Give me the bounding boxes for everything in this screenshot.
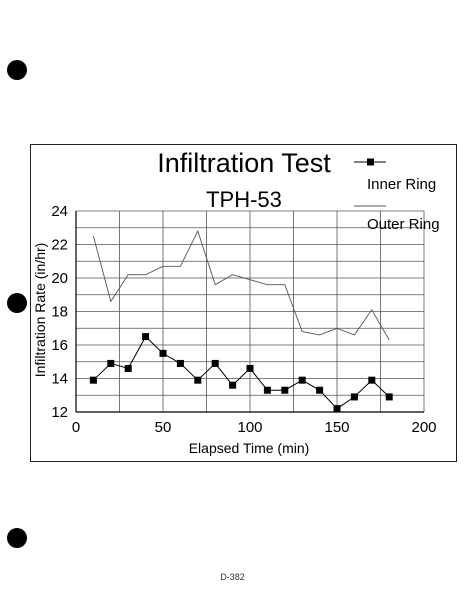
legend-marker-inner-ring <box>367 158 374 166</box>
series-line-inner-ring <box>93 335 390 410</box>
inner-ring-point <box>142 333 150 341</box>
y-tick-label: 14 <box>51 371 68 388</box>
binder-hole-middle <box>7 293 27 313</box>
y-tick-label: 22 <box>51 237 68 254</box>
inner-ring-point <box>385 393 393 401</box>
y-tick-label: 20 <box>51 270 68 287</box>
inner-ring-point <box>211 359 219 367</box>
x-tick-label: 0 <box>72 419 80 436</box>
inner-ring-point <box>298 376 306 384</box>
series <box>89 229 393 413</box>
y-tick-label: 18 <box>51 304 68 321</box>
x-tick-label: 50 <box>155 419 172 436</box>
series-line-outer-ring <box>92 229 390 341</box>
inner-ring-point <box>124 364 132 372</box>
inner-ring-point <box>229 381 237 389</box>
inner-ring-point <box>368 376 376 384</box>
inner-ring-point <box>281 386 289 394</box>
legend-label-outer-ring: Outer Ring <box>367 216 440 233</box>
binder-hole-bottom <box>7 528 27 548</box>
x-tick-label: 200 <box>411 419 436 436</box>
x-tick-label: 150 <box>324 419 349 436</box>
binder-hole-top <box>7 60 27 80</box>
chart-frame: 0 50 100 150 200 12 14 16 18 20 22 24 Inner Ring Out… <box>30 144 457 462</box>
y-tick-label: 12 <box>51 404 68 421</box>
legend: Inner Ring Outer Ring <box>354 158 440 233</box>
axes: 0 50 100 150 200 12 14 16 18 20 22 24 <box>51 203 436 436</box>
legend-label-inner-ring: Inner Ring <box>367 176 436 193</box>
inner-ring-point <box>107 359 115 367</box>
chart-subtitle: TPH-53 <box>206 187 282 212</box>
x-axis-label: Elapsed Time (min) <box>189 440 310 456</box>
inner-ring-point <box>159 349 167 357</box>
chart-title: Infiltration Test <box>157 148 331 178</box>
y-axis-label: Infiltration Rate (in/hr) <box>32 243 48 378</box>
inner-ring-point <box>350 393 358 401</box>
y-tick-label: 24 <box>51 203 68 220</box>
infiltration-chart: 0 50 100 150 200 12 14 16 18 20 22 24 Inner Ring Out… <box>32 148 440 456</box>
x-tick-label: 100 <box>237 419 262 436</box>
inner-ring-point <box>89 376 97 384</box>
inner-ring-point <box>333 405 341 413</box>
inner-ring-point <box>176 359 184 367</box>
inner-ring-point <box>263 386 271 394</box>
y-tick-label: 16 <box>51 337 68 354</box>
inner-ring-point <box>246 364 254 372</box>
page-number: D-382 <box>220 572 245 582</box>
inner-ring-point <box>194 376 202 384</box>
inner-ring-point <box>316 386 324 394</box>
